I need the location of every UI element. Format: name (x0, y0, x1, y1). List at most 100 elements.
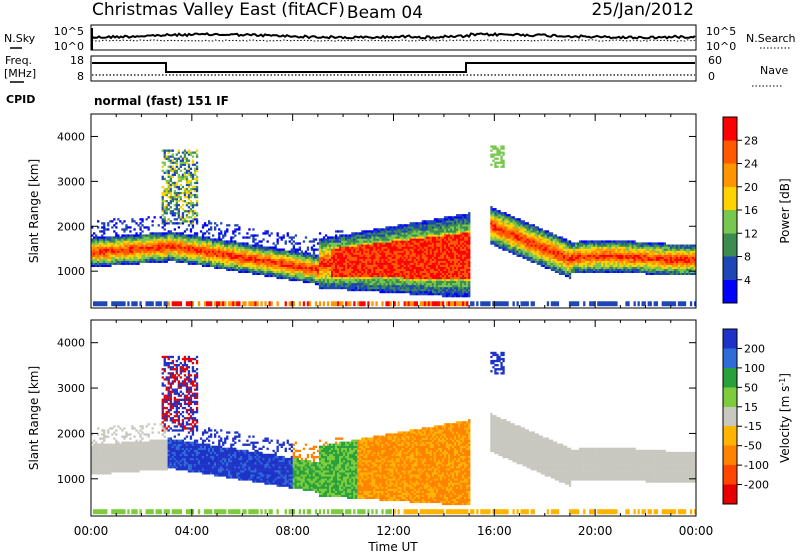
power-cell (262, 238, 265, 241)
power-cell (264, 248, 267, 251)
power-cell (383, 228, 386, 231)
power-cell (452, 293, 455, 296)
power-cell (431, 246, 435, 249)
power-cell (256, 250, 259, 253)
power-cell (173, 244, 176, 247)
power-cell (454, 260, 457, 263)
power-cell (129, 244, 132, 247)
power-cell (401, 244, 404, 247)
power-cell (131, 301, 134, 307)
power-cell (437, 246, 441, 249)
power-cell (441, 242, 445, 245)
power-cell (256, 301, 259, 307)
power-cell (490, 149, 493, 152)
power-cell (109, 264, 112, 267)
power-cell (395, 288, 398, 292)
power-cell (375, 240, 378, 243)
power-cell (405, 270, 408, 273)
power-cell (452, 228, 455, 231)
power-cell (153, 250, 156, 253)
power-cell (324, 258, 328, 261)
power-cell (355, 236, 358, 239)
power-cell (189, 242, 193, 245)
power-cell (201, 260, 205, 263)
power-cell (407, 272, 410, 275)
power-cell (169, 250, 172, 253)
power-cell (212, 260, 215, 263)
power-cell (452, 226, 455, 229)
power-cell (242, 301, 245, 307)
power-cell (383, 248, 386, 251)
power-cell (373, 284, 376, 288)
power-cell (185, 216, 189, 219)
power-cell (363, 254, 366, 257)
power-cell (339, 230, 342, 233)
power-cell (329, 266, 332, 269)
power-cell (443, 234, 447, 237)
power-cell (439, 252, 443, 255)
power-cell (216, 250, 219, 253)
power-cell (222, 242, 225, 245)
power-cell (343, 256, 346, 259)
power-cell (256, 270, 259, 273)
power-cell (409, 278, 412, 282)
power-cell (466, 216, 469, 219)
power-cell (429, 240, 433, 243)
power-cell (345, 262, 348, 265)
power-cell (119, 258, 122, 261)
power-cell (236, 268, 239, 271)
power-cell (363, 234, 366, 237)
power-cell (437, 274, 441, 278)
power-cell (379, 260, 382, 263)
power-cell (137, 240, 140, 243)
power-cell (450, 230, 453, 233)
power-cell (331, 238, 334, 241)
power-cell (439, 262, 443, 265)
power-cell (163, 250, 166, 253)
power-cell (450, 252, 453, 255)
power-cell (264, 230, 267, 233)
power-cell (175, 206, 178, 209)
power-cell (423, 270, 427, 273)
power-cell (101, 260, 104, 263)
power-cell (290, 256, 293, 259)
power-cell (157, 256, 160, 259)
power-cell (443, 242, 447, 245)
power-cell (359, 242, 362, 245)
power-cell (153, 240, 156, 243)
power-cell (312, 254, 316, 257)
power-cell (185, 210, 189, 213)
power-cell (119, 301, 122, 307)
power-cell (403, 301, 406, 307)
power-cell (268, 270, 271, 273)
power-cell (163, 260, 166, 263)
power-cell (405, 284, 408, 288)
power-cell (131, 248, 134, 251)
power-cell (151, 248, 154, 251)
power-cell (149, 248, 152, 251)
power-cell (177, 258, 180, 261)
power-cell (278, 266, 281, 269)
power-cell (324, 254, 328, 257)
power-cell (268, 234, 271, 237)
power-cell (393, 228, 396, 231)
power-cell (389, 230, 392, 233)
power-cell (177, 185, 180, 189)
power-cell (377, 242, 380, 245)
power-cell (270, 256, 273, 259)
power-cell (335, 270, 338, 273)
power-cell (294, 252, 297, 255)
power-cell (411, 242, 414, 245)
power-cell (425, 272, 429, 275)
power-cell (304, 254, 308, 257)
power-cell (208, 262, 211, 265)
power-cell (448, 276, 451, 280)
power-cell (298, 274, 301, 278)
power-cell (234, 224, 237, 227)
power-cell (397, 236, 400, 239)
power-cell (421, 240, 424, 243)
power-cell (165, 232, 168, 235)
power-cell (353, 268, 356, 271)
power-cell (218, 258, 221, 261)
power-cell (272, 264, 275, 267)
